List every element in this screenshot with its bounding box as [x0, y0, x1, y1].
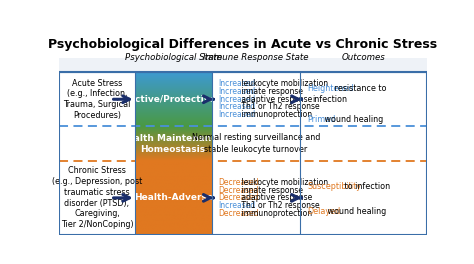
- Text: Increased: Increased: [219, 79, 255, 88]
- Text: immunoprotection: immunoprotection: [239, 110, 312, 119]
- Text: Psychobiological State: Psychobiological State: [125, 53, 221, 62]
- Text: Heightened: Heightened: [307, 84, 354, 93]
- Text: Decreased: Decreased: [219, 209, 259, 218]
- Text: Health-Adverse: Health-Adverse: [134, 193, 213, 202]
- Text: leukocyte mobilization: leukocyte mobilization: [239, 79, 328, 88]
- Text: Acute Stress
(e.g., Infection,
Trauma, Surgical
Procedures): Acute Stress (e.g., Infection, Trauma, S…: [63, 79, 131, 120]
- Text: Health Maintenance/
Homeostasis: Health Maintenance/ Homeostasis: [120, 133, 226, 154]
- Text: Increased: Increased: [219, 201, 255, 210]
- Text: Decreased: Decreased: [219, 193, 259, 202]
- Text: infection: infection: [313, 95, 348, 104]
- Text: Increased: Increased: [219, 110, 255, 119]
- Text: Normal resting surveillance and
stable leukocyte turnover: Normal resting surveillance and stable l…: [191, 133, 320, 154]
- Text: Psychobiological Differences in Acute vs Chronic Stress: Psychobiological Differences in Acute vs…: [48, 38, 438, 51]
- Text: immunoprotection: immunoprotection: [239, 209, 312, 218]
- Text: Increased: Increased: [219, 102, 255, 111]
- Text: Chronic Stress
(e.g., Depression, post
traumatic stress
disorder (PTSD),
Caregiv: Chronic Stress (e.g., Depression, post t…: [52, 167, 142, 229]
- Text: Decreased: Decreased: [219, 178, 259, 187]
- Text: Outcomes: Outcomes: [341, 53, 385, 62]
- Text: resistance to: resistance to: [332, 84, 386, 93]
- Bar: [59, 58, 427, 72]
- Text: leukocyte mobilization: leukocyte mobilization: [239, 178, 328, 187]
- Text: Th1 or Th2 response: Th1 or Th2 response: [239, 102, 320, 111]
- Text: Immune Response State: Immune Response State: [203, 53, 309, 62]
- Text: innate response: innate response: [239, 186, 303, 195]
- Text: innate response: innate response: [239, 87, 303, 96]
- Text: adaptive response: adaptive response: [239, 193, 313, 202]
- Text: Primed: Primed: [307, 115, 336, 124]
- Text: Active/Protective: Active/Protective: [129, 95, 217, 104]
- Text: to infection: to infection: [342, 182, 390, 191]
- Text: Th1 or Th2 response: Th1 or Th2 response: [239, 201, 320, 210]
- Text: wound healing: wound healing: [325, 206, 386, 216]
- Text: wound healing: wound healing: [322, 115, 383, 124]
- Text: Increased: Increased: [219, 95, 255, 104]
- Text: Susceptibility: Susceptibility: [307, 182, 361, 191]
- Bar: [59, 72, 427, 235]
- Text: Delayed: Delayed: [307, 206, 340, 216]
- Text: Increased: Increased: [219, 87, 255, 96]
- Text: adaptive response: adaptive response: [239, 95, 313, 104]
- Text: Decreased: Decreased: [219, 186, 259, 195]
